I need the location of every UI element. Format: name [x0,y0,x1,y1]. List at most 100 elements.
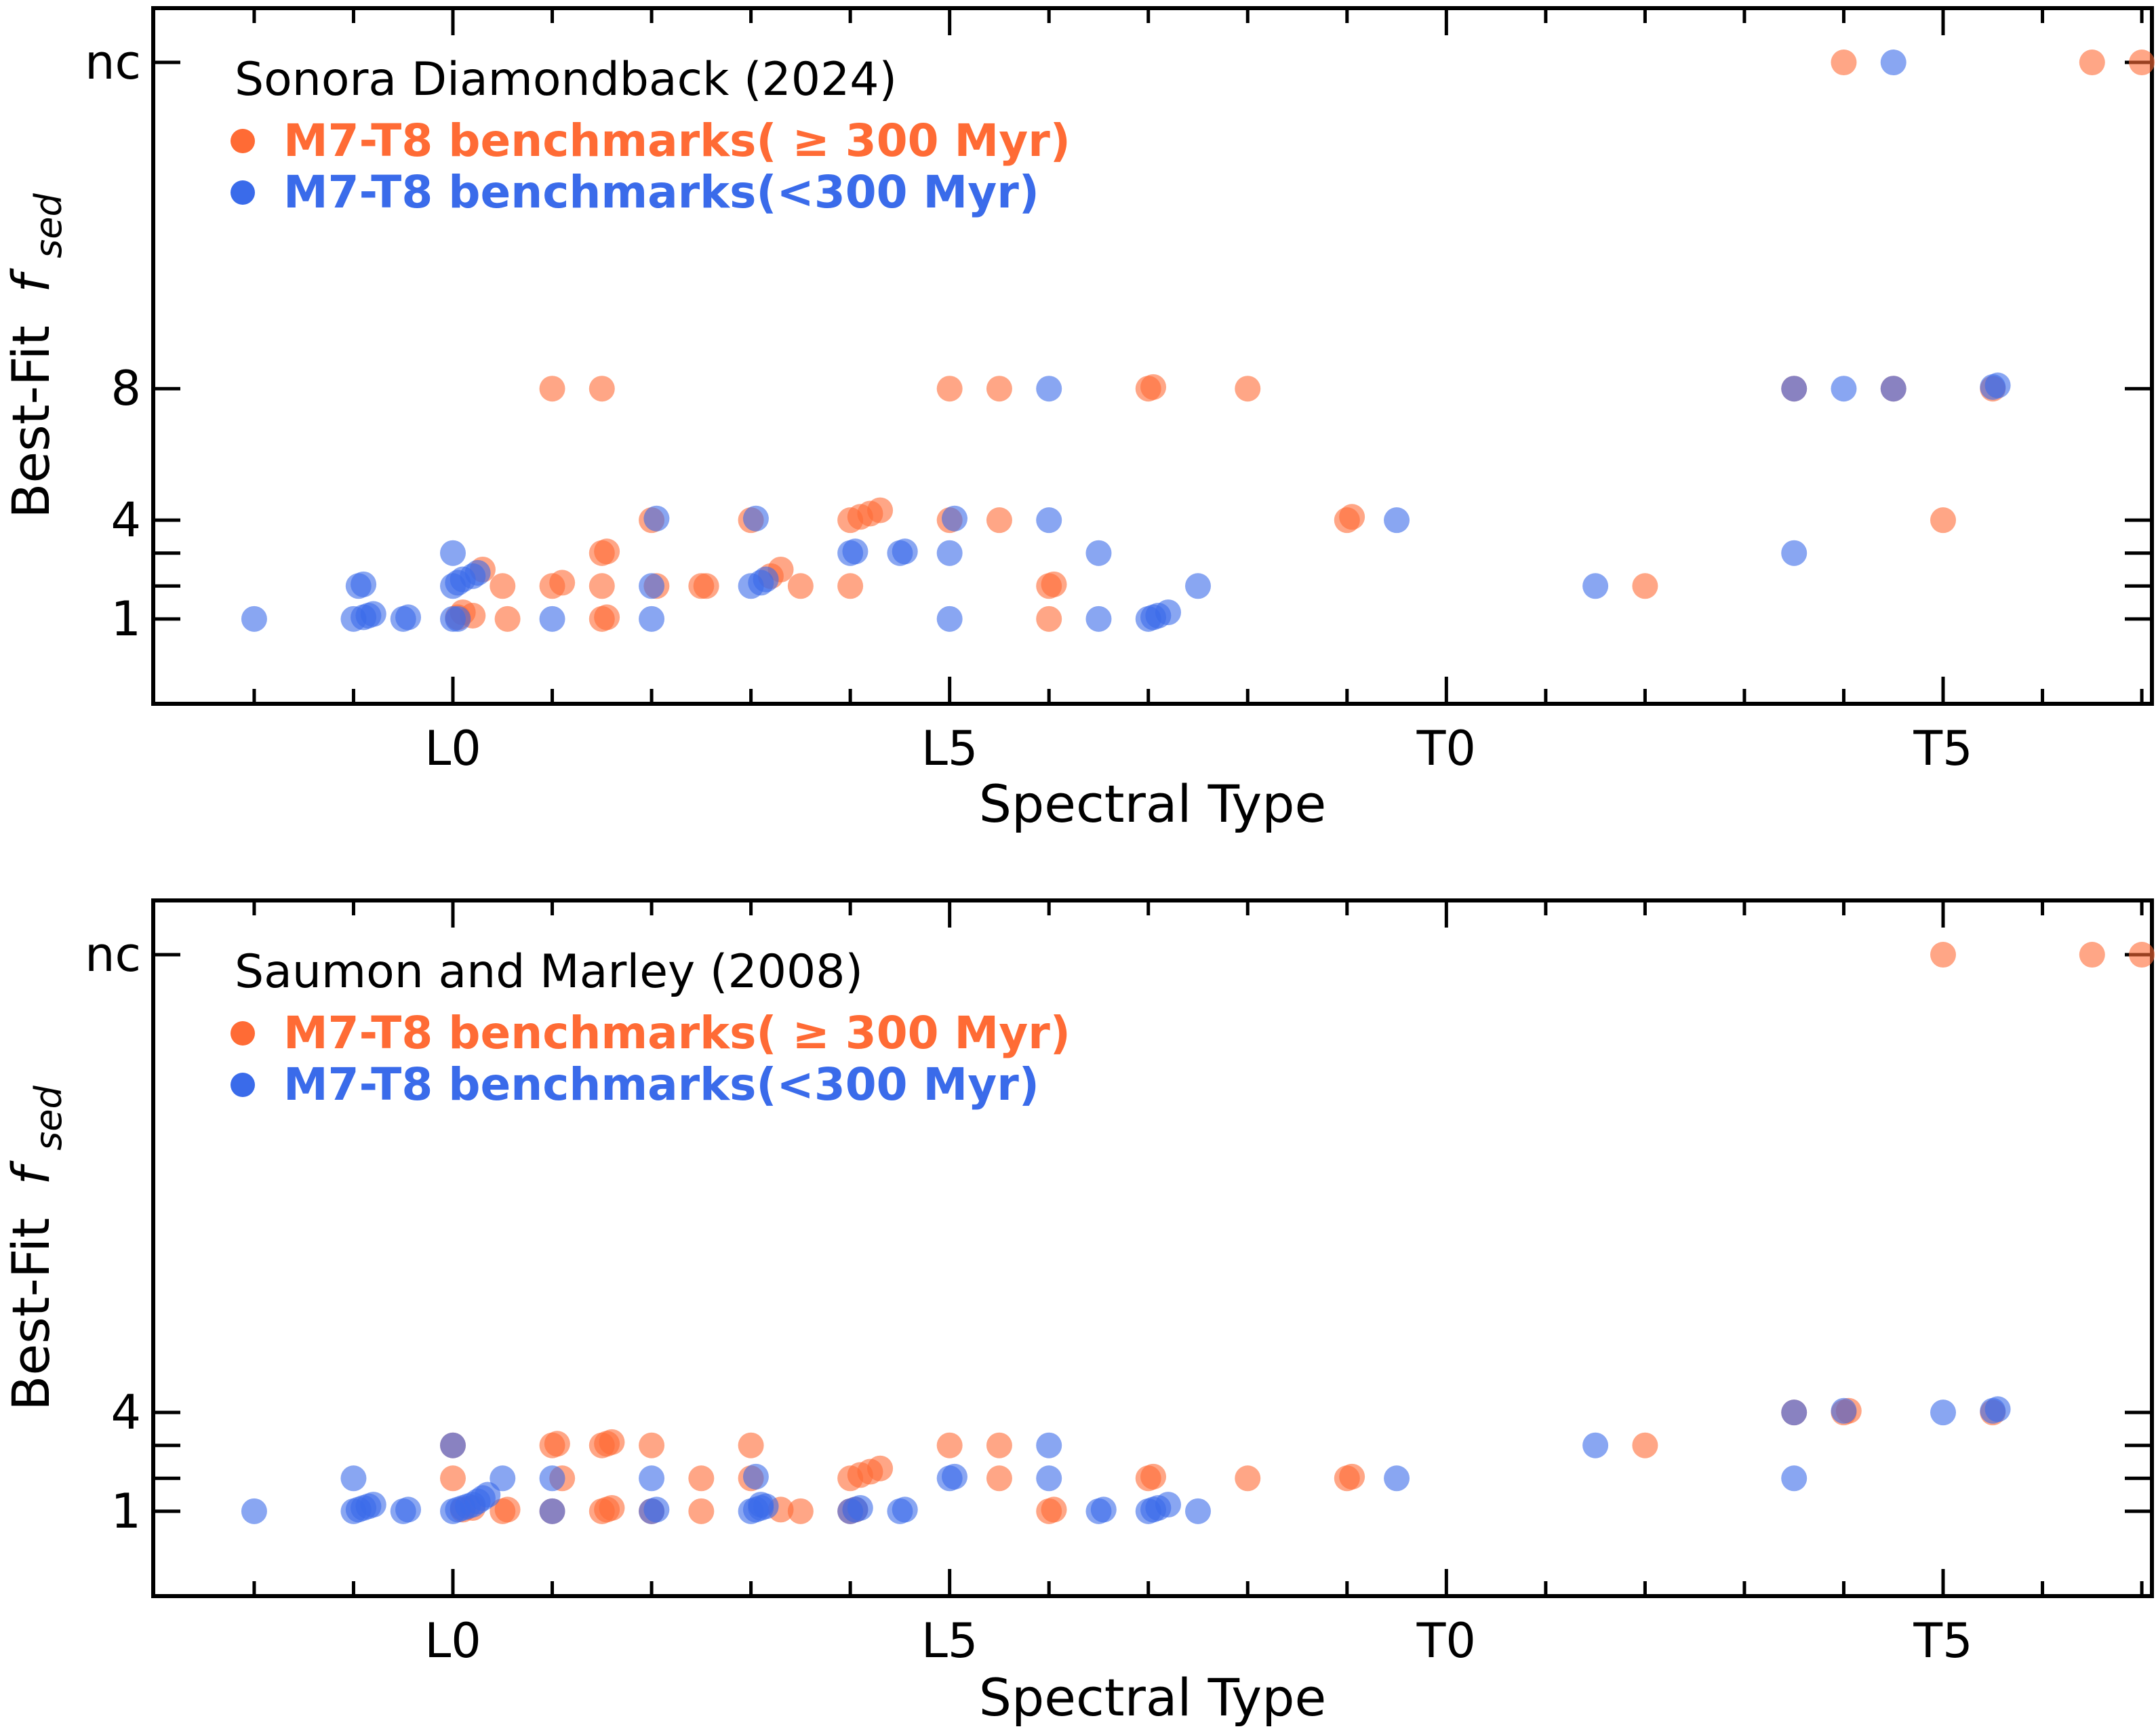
legend-label-old: M7-T8 benchmarks( ≥ 300 Myr) [283,1007,1071,1059]
point-old [594,538,620,565]
point-young [539,605,565,632]
point-old [1930,942,1956,968]
y-tick-label: 1 [111,591,141,647]
x-axis-label: Spectral Type [979,774,1326,834]
point-old [986,507,1012,534]
point-young [639,573,665,599]
y-axis-label: Best-Fit f sed [1,193,70,518]
point-young [1781,376,1808,402]
point-old [1632,573,1658,599]
x-tick-label: T5 [1913,721,1972,776]
y-axis-subscript: sed [27,1085,70,1150]
point-old [936,376,963,402]
point-young [1384,1465,1410,1492]
point-young [639,1465,665,1492]
point-young [1036,376,1062,402]
point-young [1930,1399,1956,1426]
point-young [1880,376,1907,402]
point-old [1831,49,1857,76]
point-old [544,1431,570,1457]
plot-frame [151,6,2154,706]
point-young [643,505,670,532]
point-old [2079,49,2105,76]
plot-frame [151,898,2154,1598]
point-young [941,1463,967,1490]
y-tick-label: nc [85,35,141,90]
legend-label-young: M7-T8 benchmarks(<300 Myr) [283,1058,1039,1111]
point-young [1155,599,1182,626]
point-old [549,570,576,596]
point-young [1781,1465,1808,1492]
point-old [738,1432,764,1458]
svg-text:Best-Fit f sed: Best-Fit f sed [1,1085,70,1410]
point-old [599,1494,625,1521]
panel-saumon: 1 4 nc L0 L5 T0 T5 Saumon and Marley (2008) M… [1,898,2155,1728]
point-young [445,605,471,632]
series-young [241,49,2011,632]
svg-text:Best-Fit f sed: Best-Fit f sed [1,193,70,518]
point-old [2129,49,2155,76]
point-old [440,1465,466,1492]
point-young [360,601,386,627]
point-young [395,604,422,631]
point-young [539,1498,565,1524]
point-old [494,1496,521,1523]
point-young [490,1465,516,1492]
legend: M7-T8 benchmarks( ≥ 300 Myr) M7-T8 bench… [231,115,1071,218]
point-young [847,1494,873,1521]
point-young [241,1498,267,1524]
point-old [787,573,814,599]
point-young [464,559,491,586]
point-young [1085,605,1112,632]
point-old [599,1429,625,1455]
x-ticks: L0 L5 T0 T5 [252,900,2144,1669]
point-young [351,571,377,597]
x-tick-label: L0 [424,1613,481,1669]
point-young [748,1492,774,1518]
point-old [490,573,516,599]
legend-marker-young [231,1073,255,1097]
y-axis-symbol: f [1,268,61,293]
point-old [2079,942,2105,968]
point-old [688,1465,715,1492]
point-young [241,605,267,632]
y-axis-label-text: Best-Fit [1,325,61,519]
point-young [941,505,967,532]
point-old [787,1498,814,1524]
point-old [594,604,620,631]
point-old [1041,1496,1067,1523]
point-young [1085,540,1112,566]
legend: M7-T8 benchmarks( ≥ 300 Myr) M7-T8 bench… [231,1007,1071,1111]
point-old [2129,942,2155,968]
point-old [1339,1463,1365,1490]
point-young [1781,1399,1808,1426]
point-young [395,1496,422,1523]
point-old [1235,376,1261,402]
point-young [639,605,665,632]
y-tick-label: 1 [111,1484,141,1539]
point-young [936,540,963,566]
point-young [1880,49,1907,76]
y-tick-label: 4 [111,492,141,548]
point-old [1041,571,1067,597]
y-tick-label: nc [85,927,141,982]
point-old [539,376,565,402]
y-ticks: 1 4 8 nc [85,35,2152,647]
point-old [986,1465,1012,1492]
panel-sonora: 1 4 8 nc L0 L5 T0 T5 Sonora Diamondback (2024)… [1,6,2155,834]
x-tick-label: T0 [1416,721,1476,776]
y-axis-label: Best-Fit f sed [1,1085,70,1410]
y-axis-label-text: Best-Fit [1,1218,61,1411]
plot-title: Saumon and Marley (2008) [235,945,863,999]
x-tick-label: L0 [424,721,481,776]
point-old [837,573,864,599]
legend-label-old: M7-T8 benchmarks( ≥ 300 Myr) [283,115,1071,167]
point-young [1090,1496,1117,1523]
y-axis-subscript: sed [27,193,70,258]
point-old [639,1432,665,1458]
point-old [1930,507,1956,534]
point-old [986,376,1012,402]
point-young [643,1496,670,1523]
point-old [1140,374,1167,400]
